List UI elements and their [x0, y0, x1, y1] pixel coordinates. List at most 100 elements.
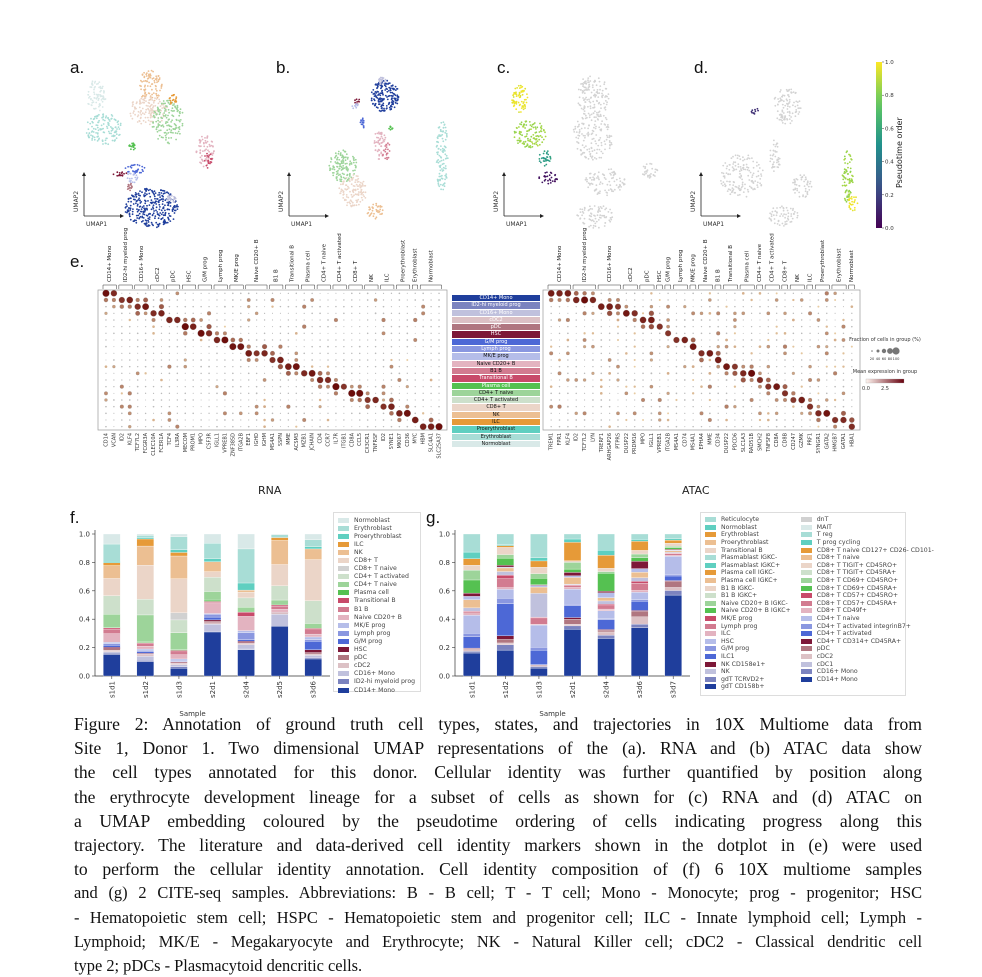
dot: [367, 306, 369, 308]
dot: [600, 312, 603, 315]
dot: [833, 371, 838, 376]
dot: [422, 352, 424, 354]
bar-segment: [270, 585, 289, 601]
bar-segment: [203, 602, 222, 604]
dot: [633, 339, 636, 341]
dot: [600, 359, 603, 361]
dot: [137, 412, 139, 414]
dot: [311, 319, 313, 321]
bar-segment: [304, 652, 322, 655]
y-tick-label: 1.0: [439, 531, 450, 539]
dot: [348, 389, 356, 397]
bar-segment: [597, 555, 615, 569]
dot: [113, 326, 115, 328]
dot: [414, 292, 416, 295]
legend-item: Erythroblast: [338, 524, 416, 532]
dot: [759, 392, 761, 395]
dot: [642, 412, 644, 414]
dot: [833, 424, 838, 429]
caption-line: to perform the cellular identity annotat…: [74, 859, 922, 880]
dot: [105, 332, 107, 334]
dot: [176, 386, 178, 388]
dot: [311, 426, 313, 428]
legend-item: B1 B: [338, 605, 416, 613]
dot: [374, 426, 377, 428]
dot: [301, 370, 308, 377]
dot: [152, 412, 155, 414]
dot: [160, 319, 163, 321]
legend-swatch: [705, 676, 716, 682]
dot: [216, 345, 218, 348]
caption-line: Figure 2: Annotation of ground truth cel…: [74, 714, 922, 734]
group-bracket: [673, 284, 688, 289]
dot: [381, 384, 386, 389]
bar-segment: [237, 632, 255, 640]
x-tick-label: s3d6: [310, 680, 318, 698]
dot: [184, 312, 186, 315]
legend-label: Erythroblast: [721, 531, 759, 539]
bar-segment: [203, 622, 222, 625]
dot: [200, 292, 202, 294]
dot: [113, 392, 115, 394]
dot: [666, 371, 670, 375]
dot: [758, 345, 762, 348]
dot: [659, 292, 661, 294]
dot: [192, 332, 194, 334]
dot: [319, 419, 321, 421]
dot: [817, 305, 820, 308]
dot: [650, 392, 653, 395]
x-tick-label: s2d4: [243, 680, 251, 698]
bar-segment: [530, 593, 548, 618]
bar-segment: [136, 660, 155, 662]
dot: [263, 425, 266, 428]
dot: [600, 419, 603, 421]
dot: [550, 359, 552, 361]
dot: [136, 365, 139, 368]
legend-label: CD8+ T: [354, 557, 378, 565]
dot: [550, 332, 552, 334]
dot: [255, 345, 258, 348]
dot: [851, 399, 853, 401]
dot: [791, 318, 795, 322]
dot: [359, 339, 361, 341]
dot: [625, 372, 627, 374]
legend-swatch: [338, 598, 349, 604]
dot: [414, 366, 416, 368]
dot: [168, 326, 170, 328]
dot: [317, 370, 323, 376]
dot: [591, 344, 595, 349]
dot: [279, 299, 282, 301]
dot: [184, 406, 186, 408]
dot: [675, 419, 677, 421]
dot: [327, 312, 329, 314]
dot: [550, 372, 552, 374]
dot: [767, 305, 769, 308]
dot: [374, 365, 377, 368]
dot: [767, 332, 769, 334]
dot: [192, 425, 194, 428]
dot: [199, 338, 203, 342]
dot: [725, 392, 728, 395]
dot: [343, 405, 345, 408]
umap-xlabel: UMAP1: [506, 221, 527, 228]
gene-label: TREM1: [549, 433, 555, 451]
dot: [319, 359, 321, 361]
group-label: NK: [369, 274, 375, 282]
dot: [208, 305, 210, 308]
x-tick-label: s1d1: [468, 681, 476, 698]
dot: [311, 339, 313, 341]
dot: [343, 359, 345, 361]
dot: [717, 419, 719, 421]
dot: [200, 386, 202, 388]
dot: [184, 379, 186, 381]
dot: [405, 404, 410, 409]
dot: [176, 332, 178, 334]
dot: [359, 406, 361, 408]
dot: [224, 292, 226, 294]
legend-label: CD16+ Mono: [354, 670, 395, 678]
dot: [294, 351, 299, 356]
gene-label: ARHGAP26: [607, 433, 613, 460]
dot: [834, 412, 836, 415]
